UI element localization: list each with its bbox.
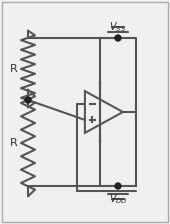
- Text: $V_{SS}$: $V_{SS}$: [109, 20, 126, 34]
- Circle shape: [115, 35, 121, 41]
- Circle shape: [25, 97, 31, 103]
- Circle shape: [115, 183, 121, 189]
- Text: R: R: [10, 138, 18, 148]
- Text: $V_{DD}$: $V_{DD}$: [109, 192, 127, 206]
- Text: R: R: [10, 64, 18, 74]
